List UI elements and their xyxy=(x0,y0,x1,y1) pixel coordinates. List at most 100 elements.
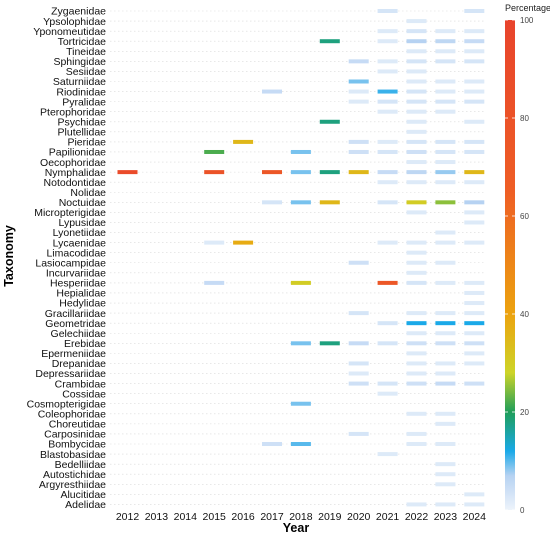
cell-papilionidae-2021 xyxy=(377,149,398,154)
y-tick-ypsolophidae: Ypsolophidae xyxy=(43,16,106,28)
cell-drepanidae-2020 xyxy=(348,361,369,366)
cell-noctuidae-2024 xyxy=(464,200,485,205)
cell-sesiidae-2021 xyxy=(377,69,398,74)
cell-cosmopterigidae-2018 xyxy=(290,401,311,406)
y-tick-incurvariidae: Incurvariidae xyxy=(46,268,106,280)
y-tick-gracillariidae: Gracillariidae xyxy=(45,308,106,320)
cell-lycaenidae-2016 xyxy=(233,240,254,245)
cell-nymphalidae-2024 xyxy=(464,170,485,175)
cell-hesperiidae-2015 xyxy=(204,280,225,285)
cell-saturniidae-2020 xyxy=(348,79,369,84)
y-tick-alucitidae: Alucitidae xyxy=(60,489,106,501)
cell-hedylidae-2024 xyxy=(464,301,485,306)
cell-erebidae-2019 xyxy=(319,341,340,346)
cell-tineidae-2023 xyxy=(435,49,456,54)
cell-depressariidae-2022 xyxy=(406,371,427,376)
y-tick-erebidae: Erebidae xyxy=(64,338,106,350)
cell-autostichidae-2023 xyxy=(435,472,456,477)
y-tick-pieridae: Pieridae xyxy=(67,137,106,149)
cell-papilionidae-2022 xyxy=(406,149,427,154)
cell-noctuidae-2017 xyxy=(262,200,282,205)
x-tick-2015: 2015 xyxy=(203,511,227,523)
cell-erebidae-2024 xyxy=(464,341,485,346)
y-tick-lycaenidae: Lycaenidae xyxy=(53,237,106,249)
y-tick-pterophoridae: Pterophoridae xyxy=(40,106,106,118)
cell-pterophoridae-2023 xyxy=(435,109,456,114)
y-tick-sphingidae: Sphingidae xyxy=(53,56,106,68)
cell-pieridae-2020 xyxy=(348,139,369,144)
cell-sphingidae-2022 xyxy=(406,59,427,64)
cell-pyralidae-2021 xyxy=(377,99,398,104)
cell-lasiocampidae-2022 xyxy=(406,260,427,265)
cell-erebidae-2020 xyxy=(348,341,369,346)
cell-oecophoridae-2023 xyxy=(435,160,456,165)
x-tick-2018: 2018 xyxy=(289,511,313,523)
y-tick-hedylidae: Hedylidae xyxy=(59,298,106,310)
y-tick-lyonetiidae: Lyonetiidae xyxy=(53,227,106,239)
cell-nymphalidae-2023 xyxy=(435,170,456,175)
legend-tick-20: 20 xyxy=(520,408,529,417)
x-axis-ticks: 2012 2013 2014 2015 2016 2017 2018 2019 2020 2021… xyxy=(116,511,486,523)
cell-lycaenidae-2022 xyxy=(406,240,427,245)
y-tick-choreutidae: Choreutidae xyxy=(49,419,106,431)
grid xyxy=(110,10,485,505)
legend-tick-60: 60 xyxy=(520,212,529,221)
cell-lasiocampidae-2020 xyxy=(348,260,369,265)
x-tick-2019: 2019 xyxy=(318,511,342,523)
cell-pieridae-2022 xyxy=(406,139,427,144)
y-tick-pyralidae: Pyralidae xyxy=(62,96,106,108)
x-tick-2021: 2021 xyxy=(376,511,400,523)
cell-cossidae-2021 xyxy=(377,391,398,396)
cell-notodontidae-2023 xyxy=(435,180,456,185)
y-tick-tineidae: Tineidae xyxy=(66,46,106,58)
cell-nymphalidae-2022 xyxy=(406,170,427,175)
cell-tortricidae-2019 xyxy=(319,39,340,44)
cell-yponomeutidae-2024 xyxy=(464,29,485,34)
cell-yponomeutidae-2022 xyxy=(406,29,427,34)
cell-blastobasidae-2021 xyxy=(377,452,398,457)
cell-gracillariidae-2020 xyxy=(348,311,369,316)
legend-tick-40: 40 xyxy=(520,310,529,319)
cell-riodinidae-2024 xyxy=(464,89,485,94)
y-tick-yponomeutidae: Yponomeutidae xyxy=(33,26,106,38)
cell-epermeniidae-2024 xyxy=(464,351,485,356)
cell-nymphalidae-2012 xyxy=(117,170,138,175)
y-tick-oecophoridae: Oecophoridae xyxy=(40,157,106,169)
cell-gracillariidae-2023 xyxy=(435,311,456,316)
cell-carposinidae-2022 xyxy=(406,431,427,436)
cell-drepanidae-2023 xyxy=(435,361,456,366)
legend-tick-0: 0 xyxy=(520,506,525,515)
cell-geometridae-2021 xyxy=(377,321,398,326)
cell-oecophoridae-2022 xyxy=(406,160,427,165)
cell-pyralidae-2024 xyxy=(464,99,485,104)
y-tick-depressariidae: Depressariidae xyxy=(35,368,106,380)
cell-hesperiidae-2022 xyxy=(406,280,427,285)
cell-noctuidae-2019 xyxy=(319,200,340,205)
legend-tick-100: 100 xyxy=(520,16,534,25)
x-tick-2012: 2012 xyxy=(116,511,140,523)
y-tick-hepialidae: Hepialidae xyxy=(56,288,106,300)
cell-sphingidae-2021 xyxy=(377,59,398,64)
cell-drepanidae-2024 xyxy=(464,361,485,366)
cell-crambidae-2024 xyxy=(464,381,485,386)
cell-riodinidae-2017 xyxy=(262,89,282,94)
cell-depressariidae-2020 xyxy=(348,371,369,376)
cell-gelechiidae-2022 xyxy=(406,331,427,336)
cell-ypsolophidae-2022 xyxy=(406,19,427,24)
cell-pyralidae-2023 xyxy=(435,99,456,104)
cell-psychidae-2022 xyxy=(406,119,427,124)
cell-zygaenidae-2021 xyxy=(377,9,398,13)
cell-pieridae-2023 xyxy=(435,139,456,144)
cell-sphingidae-2023 xyxy=(435,59,456,64)
cell-lycaenidae-2023 xyxy=(435,240,456,245)
y-tick-tortricidae: Tortricidae xyxy=(58,36,107,48)
cell-noctuidae-2022 xyxy=(406,200,427,205)
cell-adelidae-2023 xyxy=(435,502,456,507)
y-tick-bedelliidae: Bedelliidae xyxy=(55,459,107,471)
y-tick-coleophoridae: Coleophoridae xyxy=(38,409,106,421)
y-tick-cossidae: Cossidae xyxy=(62,388,106,400)
y-tick-drepanidae: Drepanidae xyxy=(52,358,106,370)
color-legend: Percentage 0 20 40 60 80 100 xyxy=(505,3,550,515)
cell-sesiidae-2022 xyxy=(406,69,427,74)
